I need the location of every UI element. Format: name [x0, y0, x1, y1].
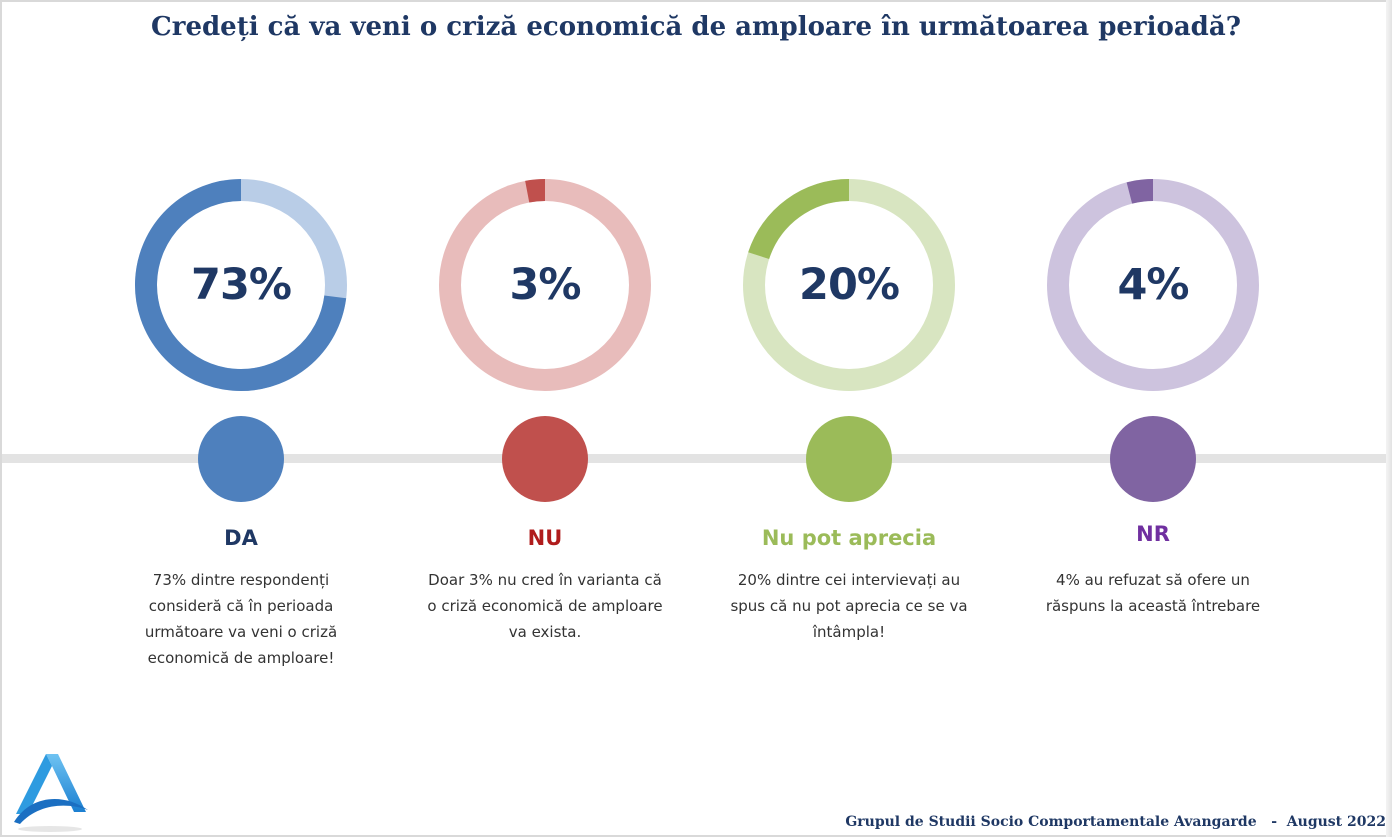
footer-source: Grupul de Studii Socio Comportamentale A…	[845, 814, 1386, 830]
timeline-bar	[2, 454, 1386, 463]
description-nr: 4% au refuzat să ofere un răspuns la ace…	[1045, 571, 1261, 615]
donut-da: 73%	[135, 179, 347, 391]
donut-nu-pot-aprecia: 20%	[743, 179, 955, 391]
percent-label-da: 73%	[191, 260, 292, 310]
percent-label-nr: 4%	[1117, 260, 1189, 310]
donut-nr: 4%	[1047, 178, 1259, 391]
timeline-dot-da	[198, 416, 284, 502]
timeline-dot-nu-pot-aprecia	[806, 416, 892, 502]
category-label-nu-pot-aprecia: Nu pot aprecia	[761, 526, 937, 550]
donut-arc-nu	[525, 178, 546, 203]
category-label-nu: NU	[527, 526, 563, 550]
category-label-da: DA	[224, 526, 258, 550]
percent-label-nu-pot-aprecia: 20%	[799, 260, 900, 310]
donut-arc-da	[135, 179, 347, 391]
avangarde-a-logo-icon	[14, 754, 88, 832]
description-da: 73% dintre respondenți consideră că în p…	[144, 571, 338, 667]
description-nu: Doar 3% nu cred în varianta că o criză e…	[427, 571, 663, 641]
donut-arc-nu-pot-aprecia	[748, 179, 850, 260]
percent-label-nu: 3%	[509, 260, 581, 310]
category-label-nr: NR	[1136, 522, 1170, 546]
donut-arc-nr	[1126, 178, 1154, 204]
timeline-dot-nr	[1110, 416, 1196, 502]
donut-nu: 3%	[439, 178, 651, 391]
slide-edge-shadow	[1386, 0, 1392, 837]
timeline-dot-nu	[502, 416, 588, 502]
description-nu-pot-aprecia: 20% dintre cei intervievați au spus că n…	[730, 571, 968, 641]
chart-title: Credeți că va veni o criză economică de …	[151, 12, 1241, 42]
